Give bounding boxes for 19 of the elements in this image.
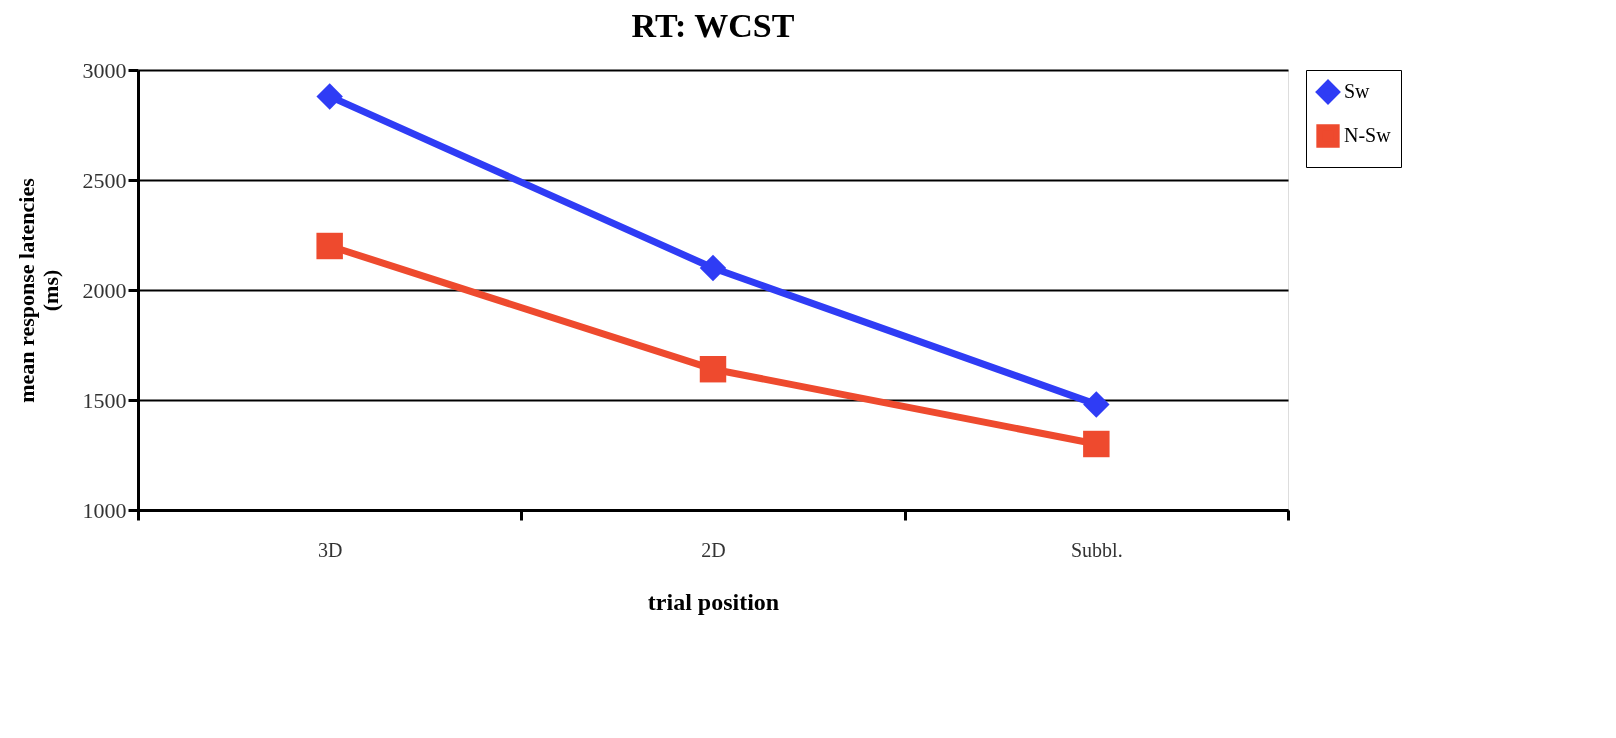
legend-label: N-Sw [1344, 124, 1392, 146]
x-tick-label: 3D [317, 538, 343, 561]
y-tick-label: 1500 [82, 387, 127, 413]
chart-title: RT: WCST [631, 7, 795, 44]
x-tick-label: Subbl. [1070, 538, 1123, 561]
legend-label: Sw [1344, 80, 1371, 102]
point [1083, 430, 1110, 458]
point [316, 83, 343, 110]
y-tick-label: 3000 [82, 57, 127, 83]
y-tick-label: 1000 [82, 497, 127, 523]
y-tick-label: 2000 [82, 277, 127, 303]
point [699, 355, 727, 383]
x-axis-title: trial position [647, 588, 780, 615]
x-tick-label: 2D [701, 538, 726, 561]
y-tick-label: 2500 [82, 167, 127, 193]
point [699, 254, 727, 282]
y-axis-title: mean response latencies (ms) [13, 177, 63, 403]
point [1083, 391, 1110, 418]
point [316, 232, 343, 260]
